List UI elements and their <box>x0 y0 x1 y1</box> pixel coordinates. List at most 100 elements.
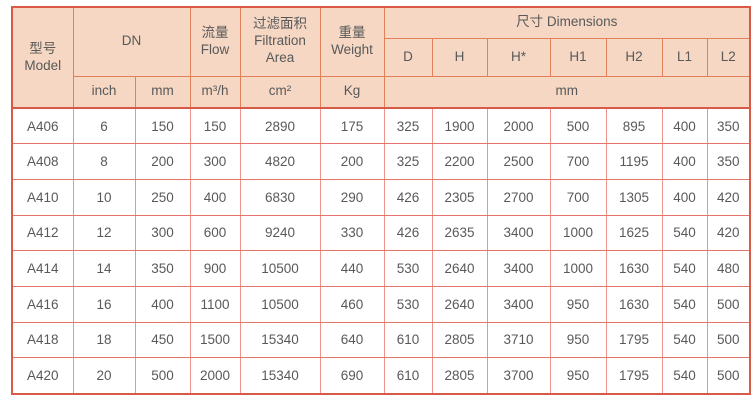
value-cell: 1630 <box>605 285 663 323</box>
value-cell: 400 <box>661 107 708 145</box>
value-cell: 9240 <box>239 214 321 252</box>
spec-table-container: 型号 Model DN 流量 Flow 过滤面积 Filtration Area… <box>11 6 752 395</box>
header-row-groups: 型号 Model DN 流量 Flow 过滤面积 Filtration Area… <box>11 6 751 109</box>
value-cell: 950 <box>549 321 607 359</box>
value-cell: 640 <box>319 321 385 359</box>
table-row: A414 14 350 900 10500 440 530 2640 3400 1000 1630 5… <box>11 250 751 287</box>
unit-filtration-area: cm² <box>239 75 321 109</box>
model-cell: A418 <box>11 321 74 359</box>
value-cell: 500 <box>706 321 751 359</box>
model-cell: A416 <box>11 285 74 323</box>
value-cell: 290 <box>319 178 385 216</box>
value-cell: 325 <box>383 107 433 145</box>
value-cell: 4820 <box>239 143 321 180</box>
header-dim-d: D <box>383 37 433 77</box>
value-cell: 2805 <box>431 321 488 359</box>
header-row-dims: D H H* H1 H2 L1 L2 <box>12 37 751 77</box>
value-cell: 530 <box>383 250 433 287</box>
unit-weight: Kg <box>319 75 385 109</box>
header-filtration-area: 过滤面积 Filtration Area <box>239 6 321 77</box>
value-cell: 12 <box>72 214 136 252</box>
value-cell: 2500 <box>486 143 551 180</box>
value-cell: 3400 <box>486 214 551 252</box>
value-cell: 420 <box>706 178 751 216</box>
table-row: A410 10 250 400 6830 290 426 2305 2700 700 1305 400… <box>11 178 751 216</box>
header-dim-h: H <box>431 37 488 77</box>
value-cell: 1625 <box>605 214 663 252</box>
table-row: A408 8 200 300 4820 200 325 2200 2500 700 1195 400 3… <box>11 143 751 180</box>
value-cell: 540 <box>661 250 708 287</box>
value-cell: 690 <box>319 357 385 394</box>
table-body: A406 6 150 150 2890 175 325 1900 2000 500 895 400 35… <box>11 107 751 394</box>
value-cell: 1305 <box>605 178 663 216</box>
spec-table: 型号 Model DN 流量 Flow 过滤面积 Filtration Area… <box>11 6 752 395</box>
value-cell: 10500 <box>239 250 321 287</box>
value-cell: 540 <box>661 357 708 394</box>
value-cell: 2640 <box>431 285 488 323</box>
unit-dimensions: mm <box>383 75 751 109</box>
value-cell: 540 <box>661 321 708 359</box>
table-row: A418 18 450 1500 15340 640 610 2805 3710 950 1795 5… <box>11 321 751 359</box>
value-cell: 16 <box>72 285 136 323</box>
model-cell: A414 <box>11 250 74 287</box>
value-cell: 3700 <box>486 357 551 394</box>
value-cell: 10 <box>72 178 136 216</box>
value-cell: 540 <box>661 214 708 252</box>
value-cell: 530 <box>383 285 433 323</box>
value-cell: 2805 <box>431 357 488 394</box>
value-cell: 1900 <box>431 107 488 145</box>
value-cell: 150 <box>189 107 241 145</box>
value-cell: 3400 <box>486 250 551 287</box>
value-cell: 540 <box>661 285 708 323</box>
value-cell: 700 <box>549 178 607 216</box>
unit-flow: m³/h <box>189 75 241 109</box>
value-cell: 2640 <box>431 250 488 287</box>
value-cell: 2000 <box>189 357 241 394</box>
value-cell: 2700 <box>486 178 551 216</box>
model-cell: A408 <box>11 143 74 180</box>
value-cell: 700 <box>549 143 607 180</box>
header-dim-hstar: H* <box>486 37 551 77</box>
value-cell: 3710 <box>486 321 551 359</box>
value-cell: 175 <box>319 107 385 145</box>
value-cell: 8 <box>72 143 136 180</box>
value-cell: 1500 <box>189 321 241 359</box>
value-cell: 500 <box>549 107 607 145</box>
value-cell: 500 <box>706 285 751 323</box>
value-cell: 14 <box>72 250 136 287</box>
value-cell: 460 <box>319 285 385 323</box>
value-cell: 18 <box>72 321 136 359</box>
model-cell: A420 <box>11 357 74 394</box>
value-cell: 15340 <box>239 321 321 359</box>
table-row: A412 12 300 600 9240 330 426 2635 3400 1000 1625 54… <box>11 214 751 252</box>
value-cell: 400 <box>661 178 708 216</box>
value-cell: 200 <box>319 143 385 180</box>
value-cell: 500 <box>134 357 191 394</box>
header-weight: 重量 Weight <box>319 6 385 77</box>
value-cell: 1630 <box>605 250 663 287</box>
value-cell: 1000 <box>549 214 607 252</box>
value-cell: 420 <box>706 214 751 252</box>
value-cell: 300 <box>134 214 191 252</box>
value-cell: 6830 <box>239 178 321 216</box>
value-cell: 450 <box>134 321 191 359</box>
value-cell: 900 <box>189 250 241 287</box>
value-cell: 350 <box>706 143 751 180</box>
value-cell: 200 <box>134 143 191 180</box>
value-cell: 20 <box>72 357 136 394</box>
value-cell: 1195 <box>605 143 663 180</box>
value-cell: 2890 <box>239 107 321 145</box>
value-cell: 350 <box>134 250 191 287</box>
model-cell: A410 <box>11 178 74 216</box>
unit-inch: inch <box>72 75 136 109</box>
header-dn: DN <box>72 6 191 77</box>
model-cell: A412 <box>11 214 74 252</box>
value-cell: 250 <box>134 178 191 216</box>
value-cell: 610 <box>383 357 433 394</box>
table-row: A416 16 400 1100 10500 460 530 2640 3400 950 1630 5… <box>11 285 751 323</box>
value-cell: 480 <box>706 250 751 287</box>
header-row-units: inch mm m³/h cm² Kg mm <box>12 75 751 109</box>
header-dimensions: 尺寸 Dimensions <box>383 6 751 39</box>
header-dim-h2: H2 <box>605 37 663 77</box>
value-cell: 3400 <box>486 285 551 323</box>
